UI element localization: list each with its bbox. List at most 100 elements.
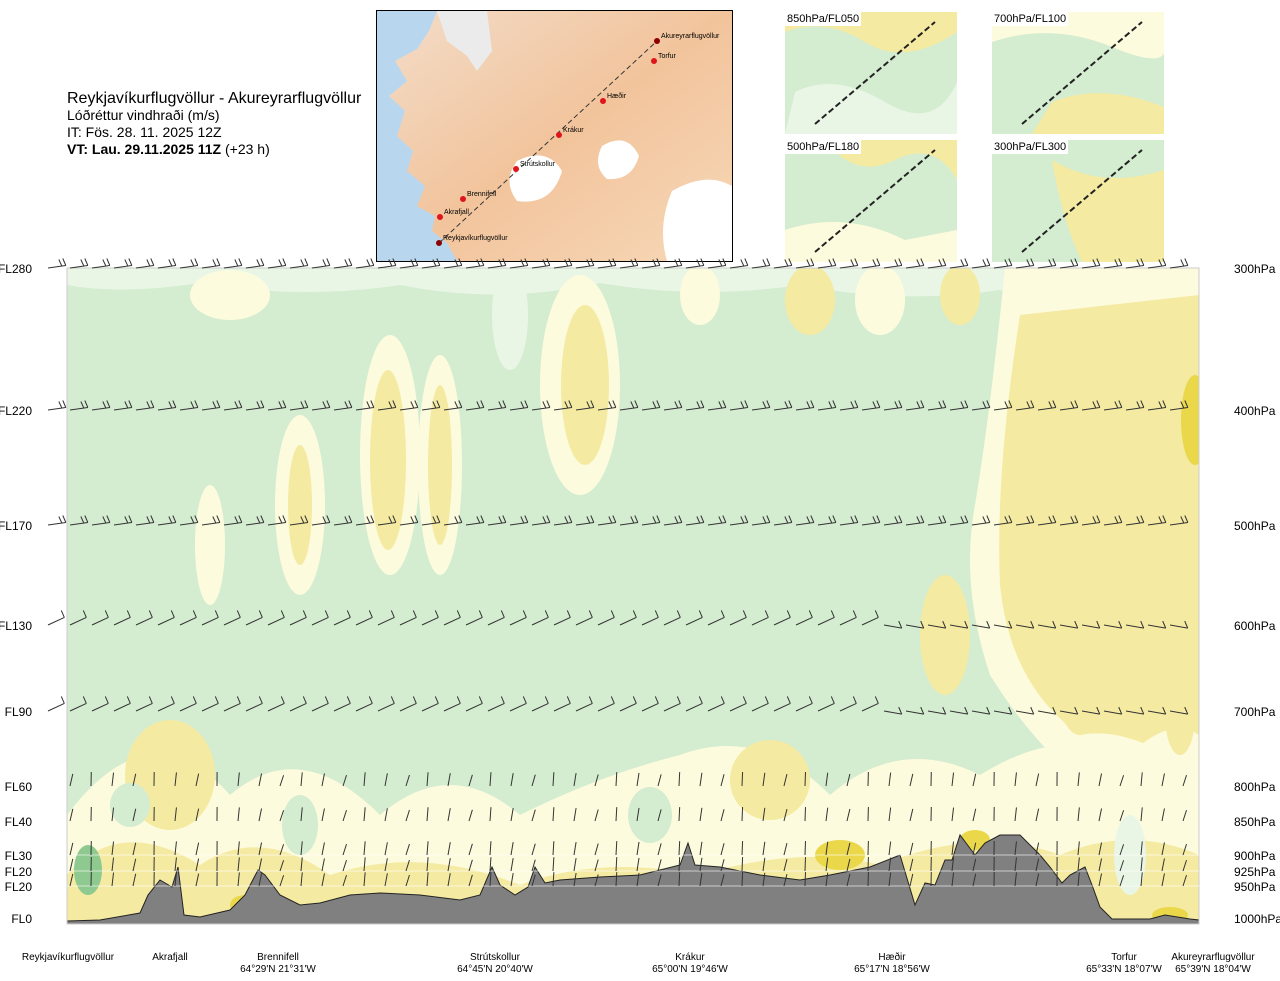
wind-barb (751, 610, 769, 626)
wind-barb (553, 400, 573, 411)
wind-barb (597, 696, 615, 712)
wind-barb (1125, 515, 1145, 526)
wind-barb (1081, 400, 1101, 411)
wind-barb (619, 610, 637, 626)
waypoint-label: Brennifell (467, 191, 497, 198)
wind-barb (993, 620, 1013, 629)
wind-barb (839, 400, 859, 411)
wind-barb (641, 515, 661, 526)
wind-barb (741, 872, 744, 887)
wind-barb (426, 857, 429, 872)
wind-barb (311, 400, 331, 411)
wind-barb (363, 857, 366, 872)
wind-barb (971, 400, 991, 411)
left-axis-label: FL280 (0, 262, 32, 276)
wind-barb (195, 773, 200, 787)
wind-barb (405, 843, 410, 856)
wind-barb (773, 610, 791, 626)
wind-barb (883, 400, 903, 411)
right-axis-label: 950hPa (1234, 880, 1276, 894)
wind-barb (245, 400, 265, 411)
wind-barb (972, 842, 977, 856)
wind-barb (949, 400, 969, 411)
mini-map-300: 300hPa/FL300 (992, 140, 1164, 262)
wind-barb (951, 841, 955, 856)
wind-barb (839, 515, 859, 526)
wind-barb (573, 772, 577, 787)
wind-barb (762, 872, 766, 887)
wind-barb (783, 874, 788, 887)
wind-barb (795, 696, 813, 712)
waypoint-marker (651, 58, 657, 64)
wind-barb (888, 772, 892, 787)
wind-barb (426, 841, 429, 856)
wind-barb (927, 400, 947, 411)
wind-barb (641, 400, 661, 411)
land-north (437, 11, 492, 71)
wind-barb (91, 696, 109, 712)
glacier-1 (509, 155, 562, 202)
wind-barb (279, 810, 285, 822)
wind-barb (1077, 772, 1080, 787)
wind-barb (531, 400, 551, 411)
wind-barb (657, 859, 662, 872)
wind-barb (363, 772, 366, 787)
wind-barb (468, 774, 473, 787)
wind-barb (223, 258, 243, 269)
wind-barb (720, 874, 725, 887)
wind-barb (594, 774, 599, 787)
wind-barb (179, 400, 199, 411)
wind-barb (321, 773, 325, 787)
wind-barb (426, 872, 429, 887)
wind-barb (113, 258, 133, 269)
wind-barb (245, 696, 263, 712)
wind-barb (342, 843, 347, 856)
wind-barb (1037, 706, 1057, 715)
waypoint-label: Akrafjall (444, 209, 469, 216)
waypoint-marker (436, 240, 442, 246)
wind-barb (905, 258, 925, 269)
wind-barb (1014, 807, 1017, 822)
waypoint-marker (556, 132, 562, 138)
wind-barb (157, 610, 175, 626)
wind-barb (615, 807, 618, 822)
wind-barb (300, 807, 303, 822)
left-axis-label: FL20 (5, 865, 33, 879)
wind-barb (69, 696, 87, 712)
wind-barb (949, 515, 969, 526)
wind-barb (333, 258, 353, 269)
station-coord: 65°00'N 19°46'W (652, 964, 728, 975)
wind-barb (69, 515, 89, 526)
parameter-label: Lóðréttur vindhraði (m/s) (67, 107, 220, 123)
wind-barb (91, 400, 111, 411)
wind-barb (113, 696, 131, 712)
wind-barb (861, 258, 881, 269)
wind-barb (421, 610, 439, 626)
left-axis-label: FL170 (0, 519, 32, 533)
valid-time-offset: (+23 h) (221, 141, 270, 157)
wind-barb (1014, 872, 1017, 887)
waypoint-label: Reykjavíkurflugvöllur (443, 235, 508, 242)
waypoint-marker (654, 38, 660, 44)
wind-barb (597, 400, 617, 411)
wind-barb (342, 809, 347, 822)
vertical-velocity-field (67, 268, 1199, 924)
wind-barb (1015, 706, 1035, 715)
wind-barb (237, 857, 240, 872)
left-axis-label: FL220 (0, 404, 32, 418)
wind-barb (993, 258, 1013, 269)
wind-barb (355, 515, 375, 526)
station-name: Strútskollur (470, 952, 521, 963)
wind-barb (1037, 515, 1057, 526)
wind-barb (846, 873, 851, 887)
wind-barb (729, 610, 747, 626)
mini-map-700-label: 700hPa/FL100 (992, 12, 1069, 26)
wind-barb (489, 872, 492, 887)
wind-barb (179, 696, 197, 712)
mini-map-850-label: 850hPa/FL050 (785, 12, 862, 26)
wind-barb (909, 773, 914, 787)
wind-barb (157, 696, 175, 712)
title-block: Reykjavíkurflugvöllur - Akureyrarflugvöl… (67, 90, 367, 158)
wind-barb (384, 842, 388, 856)
wind-barb (426, 772, 429, 787)
